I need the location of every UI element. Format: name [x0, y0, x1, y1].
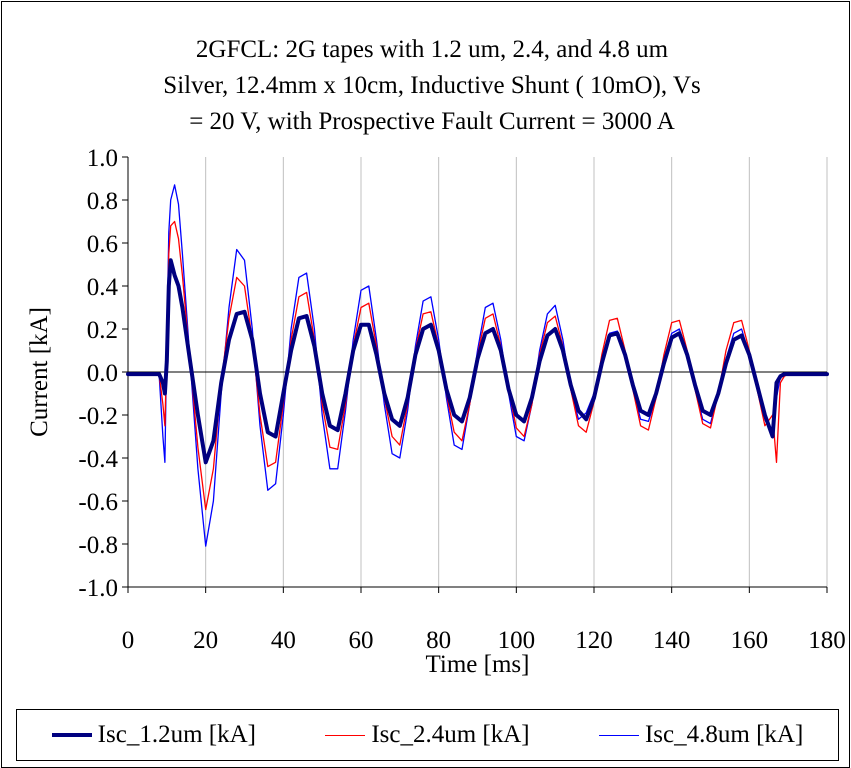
- y-tick-label: -0.2: [78, 403, 118, 430]
- y-tick-label: -1.0: [78, 575, 118, 602]
- legend-swatch: [598, 734, 639, 736]
- y-tick-label: 0.6: [87, 231, 118, 258]
- x-tick-label: 80: [426, 627, 451, 654]
- x-tick-label: 40: [271, 627, 296, 654]
- x-tick-label: 20: [193, 627, 218, 654]
- y-tick-label: 0.2: [87, 317, 118, 344]
- y-tick-label: 0.0: [87, 360, 118, 387]
- legend-swatch: [51, 733, 92, 737]
- tick-labels: 1.0 0.8 0.6 0.4 0.2 0.0 -0.2 -0.4 -0.6 -0.8 -1.00 2…: [78, 145, 845, 654]
- axes: [122, 156, 828, 593]
- series-line: [127, 220, 828, 511]
- x-tick-label: 140: [653, 627, 691, 654]
- x-tick-label: 160: [731, 627, 769, 654]
- chart-title-line: = 20 V, with Prospective Fault Current =…: [189, 108, 675, 135]
- y-axis-title: Current [kA]: [26, 307, 53, 437]
- x-tick-label: 0: [122, 627, 135, 654]
- y-tick-label: -0.4: [78, 446, 118, 473]
- x-tick-label: 180: [808, 627, 846, 654]
- chart-title-line: 2GFCL: 2G tapes with 1.2 um, 2.4, and 4.…: [195, 36, 669, 63]
- y-tick-label: -0.6: [78, 489, 118, 516]
- x-tick-label: 60: [349, 627, 374, 654]
- legend-label: Isc_1.2um [kA]: [97, 721, 256, 748]
- legend-item: Isc_2.4um [kA]: [325, 721, 530, 749]
- x-tick-label: 100: [498, 627, 536, 654]
- line-chart: 1.0 0.8 0.6 0.4 0.2 0.0 -0.2 -0.4 -0.6 -0.8 -1.00 2…: [26, 145, 846, 678]
- y-tick-label: 0.8: [87, 188, 118, 215]
- y-tick-label: 0.4: [87, 274, 119, 301]
- series-line: [126, 258, 829, 465]
- legend-item: Isc_1.2um [kA]: [51, 721, 256, 749]
- legend: Isc_1.2um [kA] Isc_2.4um [kA] Isc_4.8um …: [16, 709, 839, 761]
- x-axis-title: Time [ms]: [426, 651, 530, 678]
- legend-label: Isc_2.4um [kA]: [371, 721, 530, 748]
- chart-title-line: Silver, 12.4mm x 10cm, Inductive Shunt (…: [163, 72, 701, 99]
- legend-label: Isc_4.8um [kA]: [644, 721, 804, 748]
- x-tick-label: 120: [575, 627, 613, 654]
- legend-swatch: [325, 734, 366, 736]
- chart-title: 2GFCL: 2G tapes with 1.2 um, 2.4, and 4.…: [42, 32, 822, 140]
- legend-item: Isc_4.8um [kA]: [598, 721, 804, 749]
- y-tick-label: 1.0: [87, 145, 118, 172]
- y-tick-label: -0.8: [78, 532, 118, 559]
- series-group: [126, 184, 829, 547]
